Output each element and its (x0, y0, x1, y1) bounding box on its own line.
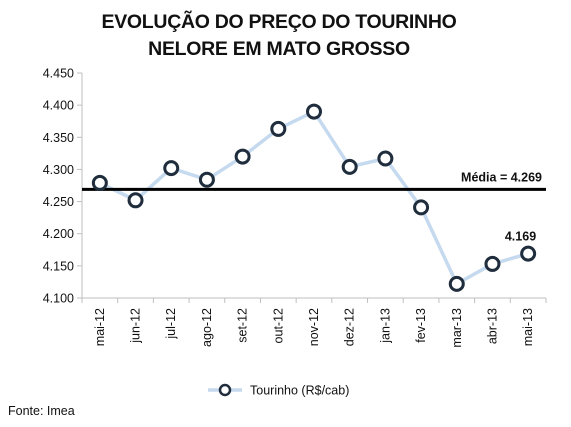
series-line (99, 109, 529, 286)
data-label: 4.169 (505, 230, 536, 244)
x-tick-label: fev-13 (414, 308, 428, 343)
y-tick-label: 4.250 (43, 195, 74, 209)
legend: Tourinho (R$/cab) (208, 384, 349, 398)
y-tick-label: 4.400 (43, 99, 74, 113)
x-tick-label: jul-12 (164, 308, 178, 340)
data-point (520, 245, 537, 262)
y-tick-label: 4.350 (43, 131, 74, 145)
legend-label: Tourinho (R$/cab) (250, 384, 349, 398)
data-point (306, 103, 322, 120)
data-point (341, 158, 358, 175)
data-point (198, 171, 215, 188)
data-point (127, 192, 144, 209)
data-point (377, 150, 394, 167)
x-tick-label: dez-12 (343, 308, 357, 346)
data-point (484, 255, 501, 272)
y-tick-label: 4.300 (43, 163, 74, 177)
y-tick-label: 4.100 (43, 292, 74, 306)
y-tick-label: 4.150 (43, 259, 74, 273)
x-tick-label: set-12 (236, 308, 250, 343)
legend-marker-swatch (218, 383, 232, 397)
reference-line-group: Média = 4.269 (82, 170, 546, 191)
x-tick-label: nov-12 (307, 308, 321, 346)
reference-line-label: Média = 4.269 (461, 170, 542, 184)
chart-title-line-2: NELORE EM MATO GROSSO (148, 38, 410, 60)
data-point (448, 275, 465, 292)
x-tick-label: ago-12 (200, 308, 214, 347)
y-tick-label: 4.200 (43, 227, 74, 241)
series-group (99, 109, 529, 286)
x-axis: mai-12 jun-12 jul-12 ago-12 set-12 out-12 nov-… (81, 297, 547, 348)
chart-title-line-1: EVOLUÇÃO DO PREÇO DO TOURINHO (102, 10, 457, 33)
source-note: Fonte: Imea (8, 404, 75, 418)
y-axis: 4.450 4.400 4.350 4.300 4.250 4.200 4.150 4.100 (43, 67, 83, 306)
x-tick-label: out-12 (271, 308, 285, 343)
x-tick-label: jun-12 (129, 308, 143, 344)
data-point (234, 148, 251, 165)
x-tick-label: mar-13 (450, 308, 464, 348)
data-point (91, 174, 108, 191)
x-tick-label: mai-13 (521, 308, 535, 346)
data-point (270, 120, 287, 137)
data-point (413, 199, 430, 216)
x-tick-label: abr-13 (485, 308, 499, 344)
x-tick-label: mai-12 (93, 308, 107, 346)
x-tick-label: jan-13 (378, 308, 392, 344)
markers-group (91, 103, 537, 292)
data-point (163, 160, 180, 177)
y-tick-label: 4.450 (43, 67, 74, 81)
